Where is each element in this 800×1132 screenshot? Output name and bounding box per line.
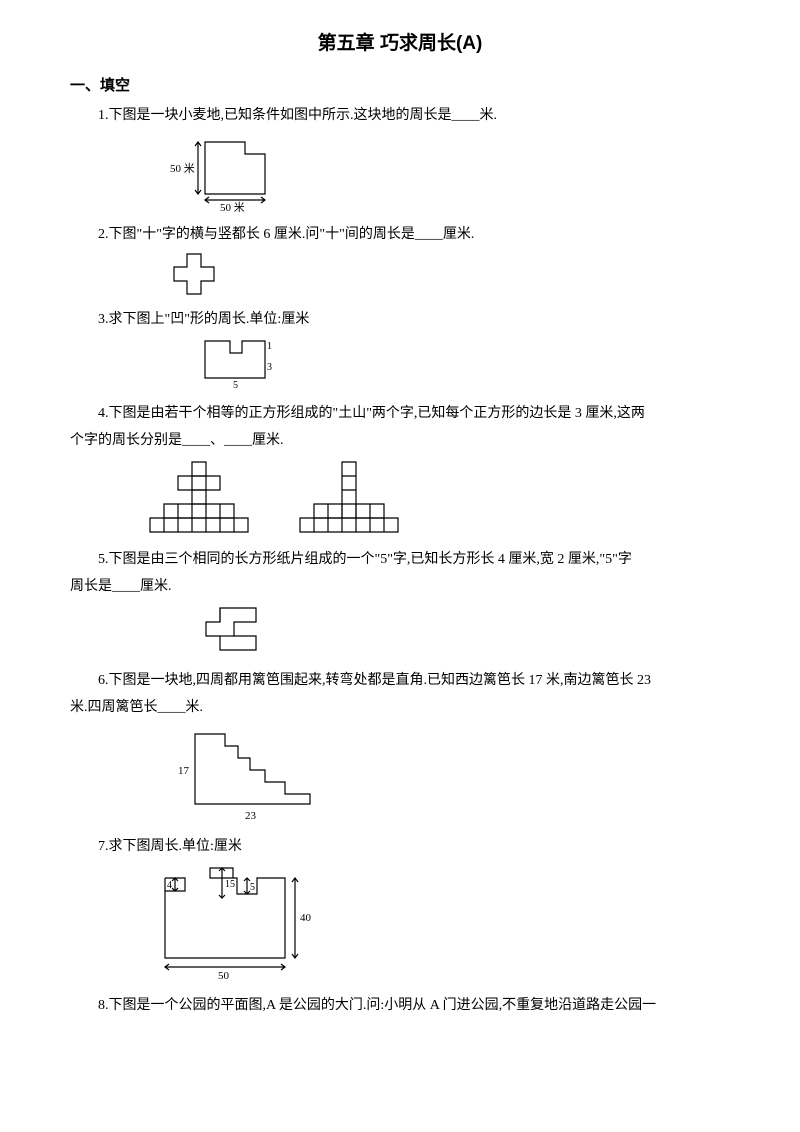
figure-4 bbox=[140, 457, 730, 537]
q1-label-h: 50 米 bbox=[220, 201, 245, 212]
question-5a: 5.下图是由三个相同的长方形纸片组成的一个"5"字,已知长方形长 4 厘米,宽 … bbox=[70, 549, 730, 570]
q3-label-5: 5 bbox=[233, 380, 238, 391]
q7-label-40: 40 bbox=[300, 912, 312, 924]
question-1: 1.下图是一块小麦地,已知条件如图中所示.这块地的周长是____米. bbox=[70, 105, 730, 126]
figure-3: 1 3 5 bbox=[200, 336, 730, 391]
figure-5 bbox=[200, 603, 730, 658]
q3-label-3: 3 bbox=[267, 362, 272, 373]
q6-label-23: 23 bbox=[245, 810, 257, 822]
q3-label-1: 1 bbox=[267, 341, 272, 352]
page-title: 第五章 巧求周长(A) bbox=[70, 30, 730, 59]
q7-label-50: 50 bbox=[218, 970, 230, 982]
q7-label-4: 4 bbox=[167, 880, 172, 891]
question-2: 2.下图"十"字的横与竖都长 6 厘米.问"十"间的周长是____厘米. bbox=[70, 224, 730, 245]
question-3: 3.求下图上"凹"形的周长.单位:厘米 bbox=[70, 309, 730, 330]
question-8: 8.下图是一个公园的平面图,A 是公园的大门.问:小明从 A 门进公园,不重复地… bbox=[70, 995, 730, 1016]
q7-label-5: 5 bbox=[250, 882, 255, 893]
question-7: 7.求下图周长.单位:厘米 bbox=[70, 836, 730, 857]
figure-2 bbox=[170, 251, 730, 297]
section-heading: 一、填空 bbox=[70, 75, 730, 98]
question-4a: 4.下图是由若干个相等的正方形组成的"土山"两个字,已知每个正方形的边长是 3 … bbox=[70, 403, 730, 424]
figure-6: 17 23 bbox=[170, 724, 730, 824]
q1-label-v: 50 米 bbox=[170, 162, 195, 175]
question-5b: 周长是____厘米. bbox=[70, 576, 730, 597]
question-6b: 米.四周篱笆长____米. bbox=[70, 697, 730, 718]
question-6a: 6.下图是一块地,四周都用篱笆围起来,转弯处都是直角.已知西边篱笆长 17 米,… bbox=[70, 670, 730, 691]
figure-7: 4 15 5 40 50 bbox=[155, 863, 730, 983]
figure-1: 50 米 50 米 bbox=[170, 132, 730, 212]
q7-label-15: 15 bbox=[225, 879, 235, 890]
question-4b: 个字的周长分别是____、____厘米. bbox=[70, 430, 730, 451]
q6-label-17: 17 bbox=[178, 765, 190, 777]
